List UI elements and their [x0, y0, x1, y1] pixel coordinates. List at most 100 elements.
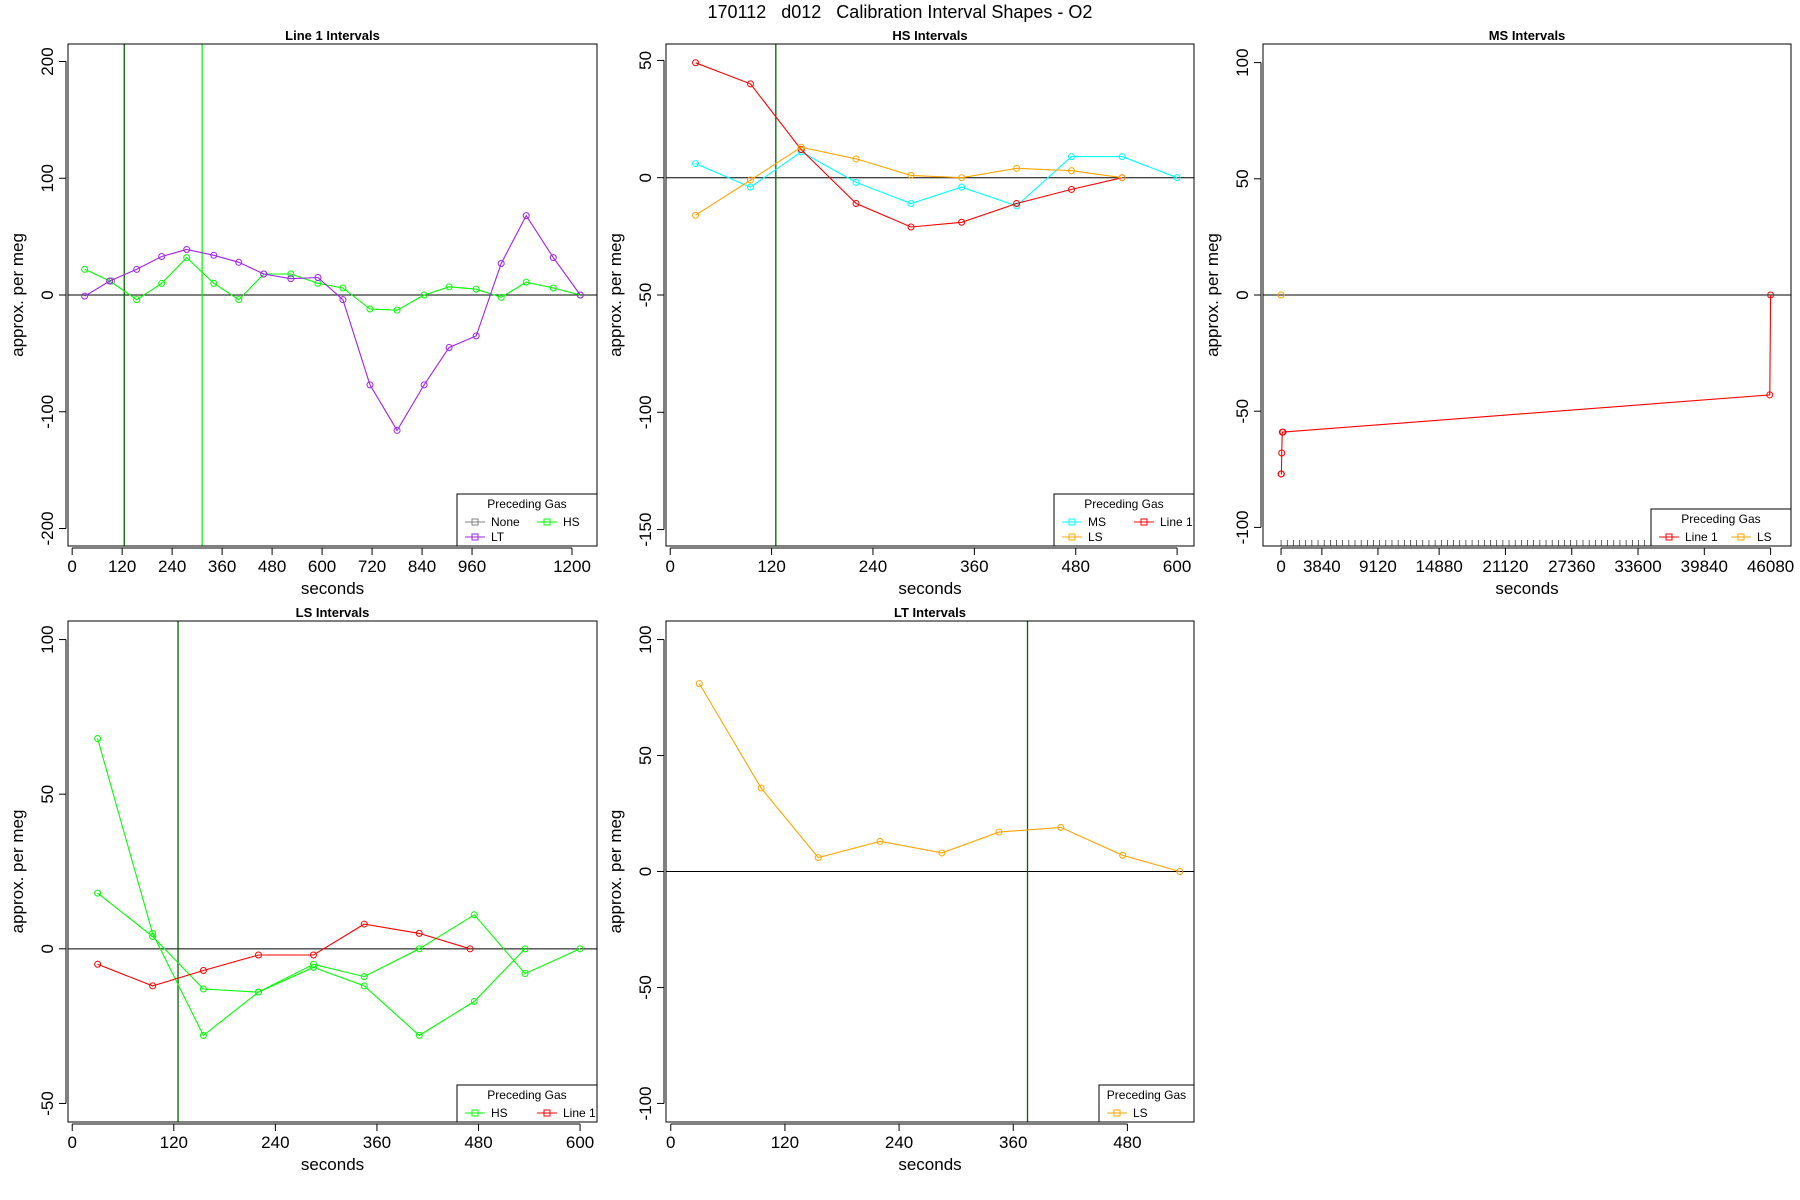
- y-axis-label: approx. per meg: [606, 810, 625, 934]
- series-ls: [695, 680, 1184, 875]
- legend-label: LS: [1757, 530, 1772, 544]
- panel-title: HS Intervals: [892, 28, 967, 43]
- x-axis: 0 3840 9120 14880 21120 27360 33600 39840 46080 s…: [1276, 547, 1794, 598]
- data-point: [158, 279, 166, 287]
- figure-title: 170112 d012 Calibration Interval Shapes …: [707, 2, 1093, 22]
- legend-title: Preceding Gas: [487, 497, 566, 511]
- legend-title: Preceding Gas: [1681, 512, 1760, 526]
- x-tick-label: 600: [566, 1133, 594, 1152]
- x-tick-label: 240: [261, 1133, 289, 1152]
- data-point: [470, 997, 478, 1005]
- legend-label: HS: [491, 1106, 508, 1120]
- data-point: [415, 1031, 423, 1039]
- data-point: [366, 381, 374, 389]
- data-point: [692, 160, 700, 168]
- data-point: [472, 285, 480, 293]
- y-tick-label: 0: [1233, 290, 1252, 299]
- y-tick-label: 200: [38, 47, 57, 75]
- x-axis: 0 120 240 360 480 600 seconds: [665, 547, 1191, 598]
- data-point: [695, 680, 703, 688]
- x-tick-label: 1200: [553, 557, 591, 576]
- legend: Preceding Gas Line 1 LS: [1650, 508, 1792, 547]
- x-tick-label: 840: [408, 557, 436, 576]
- x-tick-label: 480: [464, 1133, 492, 1152]
- data-point: [360, 920, 368, 928]
- legend: Preceding Gas MS Line 1 LS: [1053, 493, 1195, 547]
- legend-swatch-marker: [1068, 518, 1076, 526]
- y-tick-label: -50: [38, 1091, 57, 1116]
- panel-3: MS Intervals 0 3840 9120 14880 21120 27360 3360…: [1203, 28, 1794, 598]
- data-point: [1068, 185, 1076, 193]
- data-point: [210, 251, 218, 259]
- legend: Preceding Gas None HS LT: [456, 493, 598, 547]
- data-point: [1279, 428, 1287, 436]
- data-point: [133, 265, 141, 273]
- x-tick-label: 14880: [1416, 557, 1463, 576]
- x-axis: 0 120 240 360 480 600 seconds: [67, 1123, 594, 1174]
- legend-label: LS: [1133, 1106, 1148, 1120]
- series-lt: [81, 212, 584, 434]
- x-tick-label: 240: [885, 1133, 913, 1152]
- data-point: [1057, 823, 1065, 831]
- data-point: [995, 828, 1003, 836]
- x-tick-label: 480: [258, 557, 286, 576]
- y-tick-label: 0: [636, 867, 655, 876]
- data-point: [958, 183, 966, 191]
- data-point: [1118, 153, 1126, 161]
- data-point: [466, 945, 474, 953]
- panel-5: LT Intervals 0 120 240 360 480 seconds -100 -50 0…: [606, 605, 1195, 1174]
- data-point: [549, 284, 557, 292]
- data-point: [958, 218, 966, 226]
- data-point: [199, 966, 207, 974]
- series-line: [97, 892, 581, 993]
- data-point: [521, 970, 529, 978]
- data-point: [576, 291, 584, 299]
- x-axis: 0 120 240 360 480 seconds: [666, 1123, 1142, 1174]
- legend-swatch-marker: [1140, 518, 1148, 526]
- series-line-1: [1277, 291, 1775, 478]
- data-point: [199, 1031, 207, 1039]
- panel-title: LT Intervals: [894, 605, 966, 620]
- series-hs: [94, 889, 584, 996]
- data-point: [1013, 164, 1021, 172]
- legend-swatch-marker: [1068, 533, 1076, 541]
- data-point: [1766, 391, 1774, 399]
- data-point: [814, 854, 822, 862]
- y-axis-label: approx. per meg: [606, 233, 625, 357]
- panel-title: MS Intervals: [1489, 28, 1566, 43]
- y-tick-label: -200: [38, 511, 57, 545]
- data-point: [149, 982, 157, 990]
- data-point: [235, 296, 243, 304]
- series-line-1: [94, 920, 474, 990]
- x-tick-label: 360: [960, 557, 988, 576]
- y-tick-label: 100: [38, 164, 57, 192]
- data-point: [260, 270, 268, 278]
- data-point: [1767, 291, 1775, 299]
- y-axis-label: approx. per meg: [1203, 233, 1222, 357]
- legend-title: Preceding Gas: [1084, 497, 1163, 511]
- panel-title: Line 1 Intervals: [285, 28, 380, 43]
- y-tick-label: 100: [38, 625, 57, 653]
- data-point: [360, 982, 368, 990]
- y-tick-label: 50: [38, 785, 57, 804]
- data-point: [692, 211, 700, 219]
- data-point: [1173, 174, 1181, 182]
- x-axis-label: seconds: [301, 1155, 364, 1174]
- data-point: [366, 305, 374, 313]
- legend-swatch-marker: [1737, 533, 1745, 541]
- data-point: [907, 171, 915, 179]
- data-point: [852, 200, 860, 208]
- data-point: [106, 277, 114, 285]
- legend-label: Line 1: [1685, 530, 1718, 544]
- legend-label: Line 1: [1160, 515, 1193, 529]
- x-tick-label: 480: [1113, 1133, 1141, 1152]
- y-tick-label: 0: [636, 173, 655, 182]
- data-point: [746, 80, 754, 88]
- data-point: [393, 306, 401, 314]
- y-tick-label: 100: [636, 625, 655, 653]
- legend-swatch-marker: [543, 1109, 551, 1117]
- series-line: [97, 923, 471, 987]
- legend-swatch-marker: [1113, 1109, 1121, 1117]
- y-axis-label: approx. per meg: [8, 233, 27, 357]
